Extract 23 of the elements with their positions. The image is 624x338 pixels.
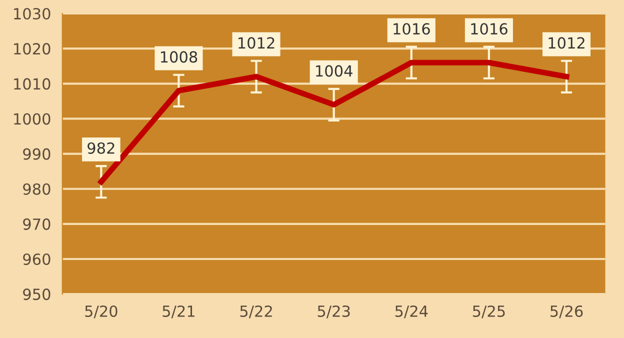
data-label: 982	[88, 142, 114, 154]
y-tick-label: 960	[23, 253, 50, 266]
x-tick-label: 5/22	[240, 305, 272, 318]
data-label: 1008	[160, 51, 198, 63]
y-tick-label: 980	[23, 183, 50, 195]
data-label: 1012	[548, 37, 584, 49]
x-tick-label: 5/25	[472, 305, 505, 318]
data-label: 1016	[471, 23, 508, 35]
y-tick-label: 1000	[14, 113, 50, 125]
x-tick-label: 5/26	[550, 305, 583, 318]
data-label: 1012	[238, 37, 274, 49]
y-tick-label: 1020	[14, 43, 50, 55]
y-tick-label: 990	[23, 148, 50, 160]
y-tick-label: 950	[23, 288, 50, 300]
x-tick-label: 5/24	[395, 305, 428, 318]
y-tick-label: 1030	[14, 8, 50, 20]
data-label: 1016	[394, 23, 430, 35]
y-tick-label: 1010	[14, 78, 50, 90]
x-tick-label: 5/23	[318, 305, 350, 318]
x-tick-label: 5/20	[85, 305, 118, 318]
x-tick-label: 5/21	[162, 305, 194, 318]
data-label: 1004	[316, 65, 352, 77]
y-tick-label: 970	[23, 218, 50, 230]
